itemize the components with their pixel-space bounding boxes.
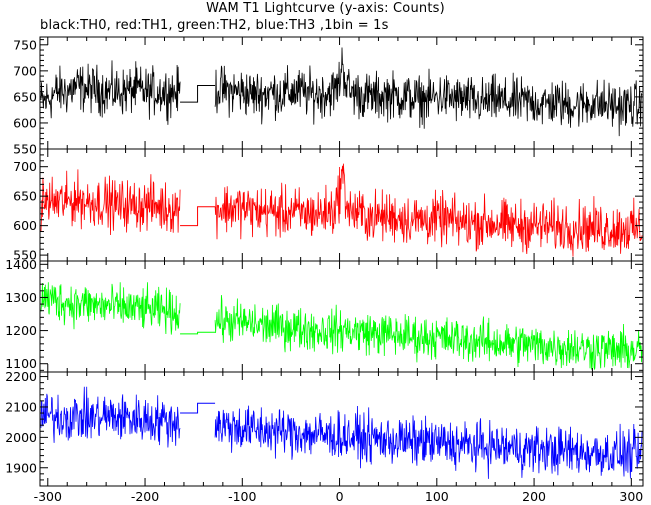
y-tick-label: 1300 [5, 290, 37, 305]
y-tick-label: 1200 [5, 323, 37, 338]
chart-title: WAM T1 Lightcurve (y-axis: Counts) [206, 1, 445, 16]
y-tick-label: 2000 [5, 430, 37, 445]
series-line-th1-pre-gap [40, 169, 181, 236]
x-tick-label: -300 [34, 489, 62, 504]
x-tick-label: 300 [619, 489, 643, 504]
gap-line-th2 [180, 331, 216, 335]
gap-line-th3 [180, 402, 216, 414]
y-tick-label: 750 [13, 37, 37, 52]
y-tick-label: 550 [13, 142, 37, 157]
series-line-th2-post-gap [214, 295, 643, 371]
y-tick-label: 1900 [5, 460, 37, 475]
y-tick-label: 650 [13, 89, 37, 104]
y-tick-label: 2100 [5, 399, 37, 414]
x-axis: -300 -200 -100 0 100 200 300 [34, 489, 644, 504]
y-tick-label: 2200 [5, 369, 37, 384]
series-th1 [40, 163, 643, 257]
series-th2 [40, 282, 643, 371]
y-tick-label: 650 [13, 189, 37, 204]
panel-th0: 550 600 650 700 750 [13, 36, 644, 157]
series-line-th1-post-gap [214, 163, 643, 257]
y-tick-label: 700 [13, 159, 37, 174]
x-tick-label: -200 [131, 489, 159, 504]
x-tick-label: 0 [336, 489, 344, 504]
y-tick-label: 600 [13, 218, 37, 233]
x-tick-label: 100 [425, 489, 449, 504]
y-tick-label: 1100 [5, 356, 37, 371]
series-th3 [40, 386, 643, 479]
x-tick-label: -100 [228, 489, 256, 504]
y-tick-label: 1400 [5, 257, 37, 272]
y-tick-label: 550 [13, 248, 37, 263]
panel-th1: 550 600 650 700 [13, 148, 644, 263]
gap-line-th1 [180, 206, 216, 227]
x-tick-label: 200 [522, 489, 546, 504]
series-line-th0-post-gap [214, 47, 643, 137]
series-th0 [40, 47, 643, 137]
chart-subtitle: black:TH0, red:TH1, green:TH2, blue:TH3 … [40, 18, 389, 33]
y-tick-label: 700 [13, 63, 37, 78]
panel-frame [39, 371, 644, 487]
series-line-th0-pre-gap [40, 60, 181, 125]
panel-th3: 1900 2000 2100 2200 [5, 369, 644, 487]
panel-th2: 1100 1200 1300 1400 [5, 257, 644, 373]
series-line-th3-post-gap [214, 405, 643, 479]
gap-line-th0 [180, 84, 216, 103]
series-line-th3-pre-gap [40, 386, 181, 448]
y-tick-label: 600 [13, 115, 37, 130]
plot-panels: 5506006507007505506006507001100120013001… [5, 36, 644, 487]
series-line-th2-pre-gap [40, 282, 181, 335]
